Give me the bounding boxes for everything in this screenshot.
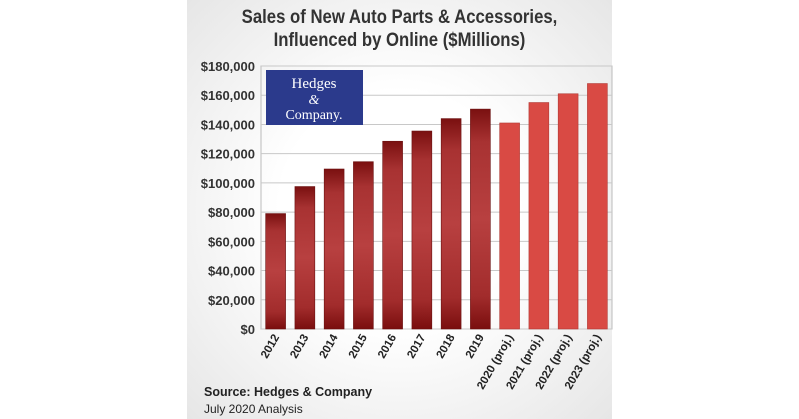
y-tick-label: $180,000 [201, 59, 255, 74]
bar-2022-proj- [557, 93, 579, 330]
svg-text:&: & [309, 93, 320, 108]
bar-2018 [440, 118, 462, 330]
bar-2012 [265, 213, 286, 330]
svg-text:Company.: Company. [285, 108, 342, 123]
x-tick-label: 2019 [464, 333, 487, 361]
x-tick-label: 2014 [318, 332, 341, 361]
bar-2016 [382, 140, 403, 330]
y-tick-label: $120,000 [201, 147, 255, 162]
source-note: Source: Hedges & Company [204, 385, 373, 399]
x-tick-label: 2018 [435, 332, 458, 361]
svg-text:Hedges: Hedges [292, 76, 337, 92]
y-tick-label: $140,000 [201, 117, 255, 132]
bar-2014 [323, 168, 345, 330]
x-tick-label: 2016 [376, 333, 399, 361]
title-line-2: Influenced by Online ($Millions) [273, 30, 526, 51]
bar-2017 [411, 130, 433, 330]
x-tick-label: 2015 [347, 332, 370, 361]
analysis-date: July 2020 Analysis [204, 402, 303, 416]
title-line-1: Sales of New Auto Parts & Accessories, [241, 7, 558, 28]
y-tick-label: $0 [241, 322, 255, 337]
bar-2023-proj- [587, 83, 608, 330]
x-tick-label: 2013 [288, 333, 311, 361]
y-tick-label: $160,000 [201, 88, 255, 103]
y-tick-label: $60,000 [208, 234, 255, 249]
bar-2013 [294, 186, 316, 330]
y-tick-label: $100,000 [201, 176, 255, 191]
x-tick-label: 2012 [259, 333, 282, 361]
y-tick-label: $40,000 [208, 264, 255, 279]
hedges-company-logo: Hedges & Company. [266, 70, 363, 125]
y-tick-label: $20,000 [208, 293, 255, 308]
bar-2020-proj- [499, 122, 520, 330]
bar-2015 [353, 161, 374, 330]
x-tick-label: 2017 [405, 333, 428, 361]
bar-2019 [470, 108, 491, 330]
chart-title: Sales of New Auto Parts & Accessories, I… [213, 6, 587, 52]
y-tick-label: $80,000 [208, 205, 255, 220]
bar-2021-proj- [528, 102, 550, 330]
